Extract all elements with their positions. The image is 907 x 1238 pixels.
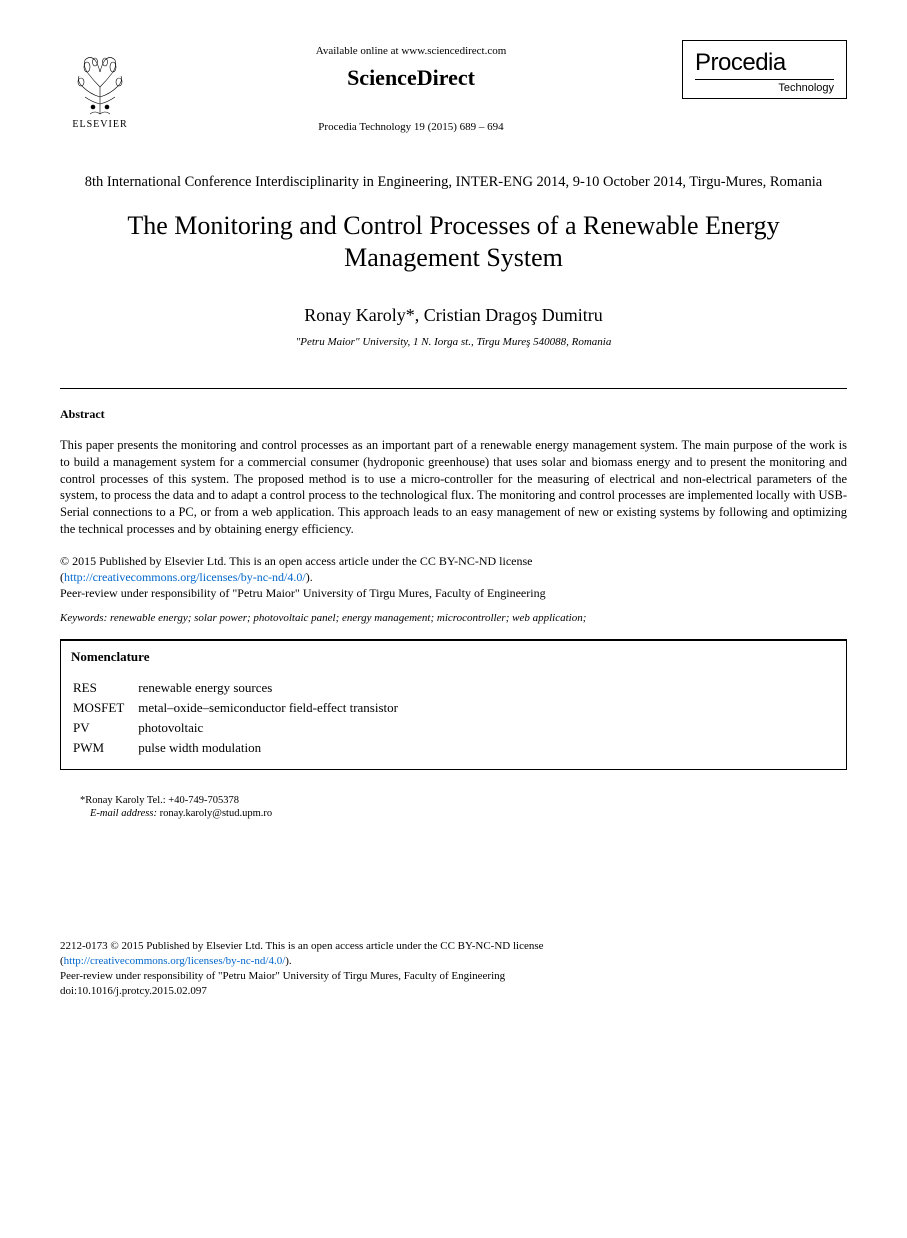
abstract-text: This paper presents the monitoring and c… <box>60 437 847 538</box>
keywords-label: Keywords: <box>60 612 107 624</box>
nomenclature-def: pulse width modulation <box>138 739 410 757</box>
copyright-line1: © 2015 Published by Elsevier Ltd. This i… <box>60 554 532 568</box>
cc-license-link[interactable]: http://creativecommons.org/licenses/by-n… <box>64 570 306 584</box>
footer-issn: 2212-0173 © 2015 Published by Elsevier L… <box>60 940 544 952</box>
email-address: ronay.karoly@stud.upm.ro <box>157 808 272 819</box>
divider-top <box>60 388 847 389</box>
journal-reference: Procedia Technology 19 (2015) 689 – 694 <box>140 121 682 133</box>
sciencedirect-logo-text: ScienceDirect <box>140 65 682 91</box>
header-row: ELSEVIER Available online at www.science… <box>60 40 847 133</box>
footer-block: 2212-0173 © 2015 Published by Elsevier L… <box>60 939 847 998</box>
nomenclature-row: RES renewable energy sources <box>73 679 410 697</box>
paper-title: The Monitoring and Control Processes of … <box>60 210 847 275</box>
procedia-logo: Procedia Technology <box>682 40 847 99</box>
nomenclature-heading: Nomenclature <box>71 649 836 665</box>
nomenclature-row: PV photovoltaic <box>73 719 410 737</box>
email-label: E-mail address: <box>90 808 157 819</box>
nomenclature-abbr: MOSFET <box>73 699 136 717</box>
nomenclature-box: Nomenclature RES renewable energy source… <box>60 640 847 771</box>
nomenclature-def: metal–oxide–semiconductor field-effect t… <box>138 699 410 717</box>
abstract-heading: Abstract <box>60 407 847 422</box>
elsevier-tree-icon <box>65 52 135 117</box>
center-header: Available online at www.sciencedirect.co… <box>140 40 682 133</box>
nomenclature-def: renewable energy sources <box>138 679 410 697</box>
authors: Ronay Karoly*, Cristian Dragoş Dumitru <box>60 305 847 326</box>
elsevier-text: ELSEVIER <box>72 119 127 130</box>
elsevier-logo: ELSEVIER <box>60 40 140 130</box>
copyright-block: © 2015 Published by Elsevier Ltd. This i… <box>60 553 847 602</box>
nomenclature-row: PWM pulse width modulation <box>73 739 410 757</box>
keywords: Keywords: renewable energy; solar power;… <box>60 612 847 624</box>
corresponding-author: *Ronay Karoly Tel.: +40-749-705378 <box>80 795 847 806</box>
available-online-text: Available online at www.sciencedirect.co… <box>140 45 682 57</box>
email-line: E-mail address: ronay.karoly@stud.upm.ro <box>90 808 847 819</box>
footer-doi: doi:10.1016/j.protcy.2015.02.097 <box>60 985 207 997</box>
peer-review-line: Peer-review under responsibility of "Pet… <box>60 586 546 600</box>
nomenclature-def: photovoltaic <box>138 719 410 737</box>
nomenclature-abbr: PV <box>73 719 136 737</box>
nomenclature-table: RES renewable energy sources MOSFET meta… <box>71 677 412 760</box>
affiliation: "Petru Maior" University, 1 N. Iorga st.… <box>60 336 847 348</box>
nomenclature-row: MOSFET metal–oxide–semiconductor field-e… <box>73 699 410 717</box>
conference-info: 8th International Conference Interdiscip… <box>60 173 847 192</box>
keywords-text: renewable energy; solar power; photovolt… <box>107 612 586 624</box>
footer-peer-review: Peer-review under responsibility of "Pet… <box>60 970 505 982</box>
footer-cc-link[interactable]: http://creativecommons.org/licenses/by-n… <box>64 955 286 967</box>
nomenclature-abbr: PWM <box>73 739 136 757</box>
procedia-title: Procedia <box>695 49 834 77</box>
nomenclature-abbr: RES <box>73 679 136 697</box>
procedia-subtitle: Technology <box>695 79 834 94</box>
